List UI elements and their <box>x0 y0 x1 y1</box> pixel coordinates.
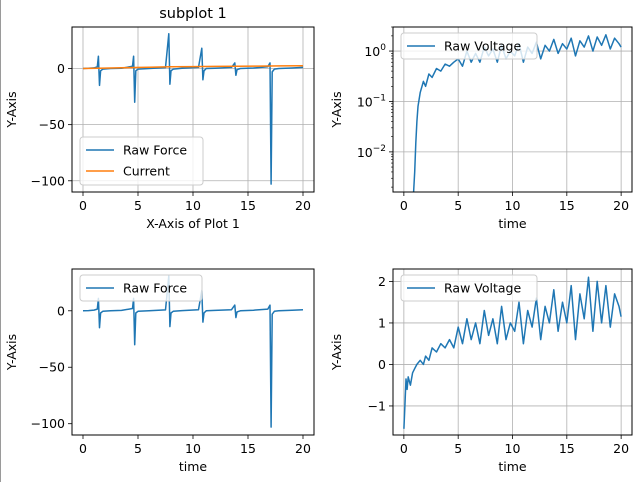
subplot-4: 0 5 10 15 20 −1 0 1 2 time Y-Axis Raw Voltage <box>329 268 633 474</box>
x-tick-label: 10 <box>505 441 521 456</box>
y-tick-label: 0 <box>57 61 65 76</box>
window-left-border <box>0 0 1 482</box>
x-tick-label: 5 <box>454 441 462 456</box>
x-tick-label: 20 <box>295 441 311 456</box>
x-tick-label: 20 <box>613 441 629 456</box>
y-axis-label: Y-Axis <box>329 91 344 128</box>
x-axis-label: X-Axis of Plot 1 <box>146 216 240 231</box>
y-tick-label: 2 <box>378 274 386 289</box>
y-tick-label: 0 <box>57 303 65 318</box>
y-tick-label: −100 <box>31 416 65 431</box>
y-axis-label: Y-Axis <box>329 334 344 371</box>
x-tick-label: 15 <box>240 198 256 213</box>
y-axis-label: Y-Axis <box>4 334 19 371</box>
x-tick-label: 20 <box>295 198 311 213</box>
y-tick-label: 100 <box>364 43 386 59</box>
legend-frame <box>79 274 203 302</box>
x-tick-label: 0 <box>79 198 87 213</box>
y-tick-label: 10−1 <box>357 93 386 109</box>
x-tick-label: 15 <box>559 441 575 456</box>
series-line-raw-voltage <box>403 276 622 429</box>
legend-entry: Raw Force <box>123 143 187 158</box>
x-tick-label: 0 <box>400 198 408 213</box>
legend-entry: Raw Voltage <box>444 39 521 54</box>
y-tick-label: −50 <box>39 117 65 132</box>
series-line-raw-force <box>82 275 304 428</box>
y-tick-label: −100 <box>31 173 65 188</box>
y-tick-label: 1 <box>378 315 386 330</box>
y-tick-label: −1 <box>368 398 386 413</box>
x-tick-label: 0 <box>400 441 408 456</box>
x-tick-label: 5 <box>454 198 462 213</box>
legend-entry: Raw Force <box>123 281 187 296</box>
legend-frame <box>400 274 538 302</box>
x-tick-label: 10 <box>185 441 201 456</box>
x-axis-label: time <box>179 459 208 474</box>
y-tick-label: 10−2 <box>357 144 386 160</box>
y-tick-label: 0 <box>378 357 386 372</box>
x-tick-label: 15 <box>240 441 256 456</box>
x-tick-label: 20 <box>613 198 629 213</box>
x-axis-label: time <box>498 216 527 231</box>
legend-frame <box>79 136 204 186</box>
legend: Raw Force Current <box>79 136 204 186</box>
x-tick-label: 10 <box>185 198 201 213</box>
x-tick-label: 15 <box>559 198 575 213</box>
legend: Raw Force <box>79 274 203 302</box>
x-tick-label: 0 <box>79 441 87 456</box>
x-tick-label: 10 <box>505 198 521 213</box>
subplot-3: 0 5 10 15 20 0 −50 −100 time Y-Axis Raw Force <box>4 268 315 474</box>
y-tick-label: −50 <box>39 360 65 375</box>
x-tick-label: 5 <box>134 198 142 213</box>
legend-entry: Raw Voltage <box>444 281 521 296</box>
x-axis-label: time <box>498 459 527 474</box>
legend: Raw Voltage <box>400 32 538 60</box>
subplot-title: subplot 1 <box>159 6 227 22</box>
x-tick-label: 5 <box>134 441 142 456</box>
legend-frame <box>400 32 538 60</box>
subplot-2: 0 5 10 15 20 100 10−1 10−2 time Y-Axis Raw Voltage <box>329 26 633 231</box>
subplot-1: 0 5 10 15 20 0 −50 −100 subplot 1 X-Axis of Plot … <box>4 6 315 231</box>
legend: Raw Voltage <box>400 274 538 302</box>
legend-entry: Current <box>123 164 170 179</box>
series-line-current <box>82 64 304 70</box>
y-axis-label: Y-Axis <box>4 91 19 128</box>
